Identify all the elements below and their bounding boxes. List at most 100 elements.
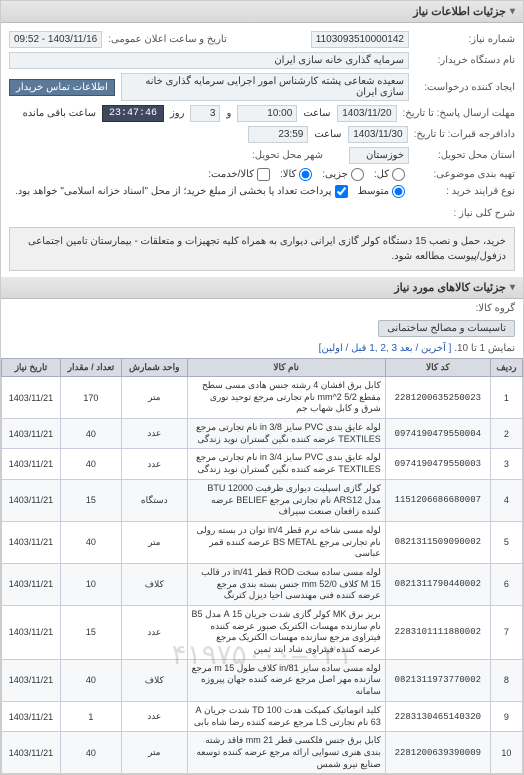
cell-code: 2283130465140320 [385, 701, 490, 731]
cell-unit: عدد [122, 701, 188, 731]
cell-code: 2281200635250023 [385, 377, 490, 419]
cell-qty: 15 [60, 606, 121, 660]
opt-check[interactable]: کالا/خدمت: [208, 168, 270, 181]
cell-unit: دستگاه [122, 479, 188, 521]
table-row[interactable]: 20974190479550004لوله عایق بندی PVC سایز… [2, 419, 523, 449]
address-value: خوزستان [349, 147, 409, 164]
cell-unit: متر [122, 732, 188, 774]
table-row[interactable]: 102281200639390009کابل برق جنس فلکسی قطر… [2, 732, 523, 774]
table-row[interactable]: 60821311790440002لوله مسی ساده سخت ROD ق… [2, 563, 523, 605]
cell-n: 7 [490, 606, 522, 660]
cell-unit: عدد [122, 606, 188, 660]
requester-value: سعیده شعاعی پشته کارشناس امور اجرایی سرم… [121, 73, 409, 101]
cell-date: 1403/11/21 [2, 701, 61, 731]
items-title: جزئیات کالاهای مورد نیاز [394, 281, 506, 294]
items-table: ردیفکد کالانام کالاواحد شمارشتعداد / مقد… [1, 358, 523, 774]
cell-code: 2283101111880002 [385, 606, 490, 660]
opt-note[interactable]: پرداخت تعداد یا بخشی از مبلغ خرید؛ از مح… [15, 185, 348, 198]
col-header: نام کالا [187, 359, 385, 377]
radio-mid[interactable] [392, 185, 405, 198]
cell-qty: 170 [60, 377, 121, 419]
cell-name: لوله مسی ساده سخت ROD قطر 41/in در قالب … [187, 563, 385, 605]
pub-date-value: 1403/11/16 - 09:52 [9, 31, 102, 48]
table-row[interactable]: 92283130465140320کلید اتوماتیک کمپکت هدت… [2, 701, 523, 731]
cell-n: 1 [490, 377, 522, 419]
cell-name: کابل برق جنس فلکسی قطر 21 mm فاقد رشته ب… [187, 732, 385, 774]
cell-n: 4 [490, 479, 522, 521]
radio-part[interactable] [351, 168, 364, 181]
chevron-down-icon: ▾ [510, 6, 515, 17]
col-header: تعداد / مقدار [60, 359, 121, 377]
resp-time-value: 10:00 [237, 105, 297, 122]
col-header: ردیف [490, 359, 522, 377]
pager: نمایش 1 تا 10. [ آخرین / بعد 3 ,2 ,1 قبل… [1, 339, 523, 358]
items-header: ▾ جزئیات کالاهای مورد نیاز [1, 277, 523, 299]
cell-code: 1151206686680007 [385, 479, 490, 521]
price-label: نوع قرایند خرید : [415, 186, 515, 197]
proposal-label: دادافرجه قبرات: تا تاریخ: [414, 129, 515, 140]
cell-name: کولر گازی اسپلیت دیواری ظرفیت 12000 BTU … [187, 479, 385, 521]
col-header: کد کالا [385, 359, 490, 377]
need-no-label: شماره نیاز: [415, 34, 515, 45]
cell-qty: 40 [60, 521, 121, 563]
cell-n: 8 [490, 659, 522, 701]
city-label: شهر محل تحویل: [252, 150, 323, 161]
partial-label: تهیه بندی موضوعی: [415, 169, 515, 180]
cell-code: 0821311790440002 [385, 563, 490, 605]
pager-links[interactable]: [ آخرین / بعد 3 ,2 ,1 قبل / اولین] [319, 343, 452, 354]
cell-qty: 15 [60, 479, 121, 521]
cell-qty: 40 [60, 419, 121, 449]
opt-part[interactable]: جزیی: [322, 168, 364, 181]
cell-unit: کلاف [122, 563, 188, 605]
cell-n: 9 [490, 701, 522, 731]
table-row[interactable]: 30974190479550003لوله عایق بندی PVC سایز… [2, 449, 523, 479]
address-label: استان محل تحویل: [415, 150, 515, 161]
pub-date-label: تاریخ و ساعت اعلان عمومی: [108, 34, 227, 45]
cell-n: 5 [490, 521, 522, 563]
col-header: تاریخ نیاز [2, 359, 61, 377]
cell-n: 3 [490, 449, 522, 479]
opt-all[interactable]: کل: [374, 168, 405, 181]
table-row[interactable]: 50821311509090002لوله مسی شاخه نرم قطر 4… [2, 521, 523, 563]
cell-qty: 40 [60, 732, 121, 774]
table-row[interactable]: 41151206686680007کولر گازی اسپلیت دیواری… [2, 479, 523, 521]
cell-qty: 40 [60, 659, 121, 701]
radio-item[interactable] [299, 168, 312, 181]
opt-mid[interactable]: متوسط [358, 185, 405, 198]
resp-date-value: 1403/11/20 [337, 105, 397, 122]
time-label-1: ساعت [303, 108, 330, 119]
cell-name: کابل برق افشان 4 رشته جنس هادی مسی سطح م… [187, 377, 385, 419]
pager-text: نمایش 1 تا 10. [454, 343, 515, 354]
cell-qty: 10 [60, 563, 121, 605]
table-row[interactable]: 12281200635250023کابل برق افشان 4 رشته ج… [2, 377, 523, 419]
cell-code: 2281200639390009 [385, 732, 490, 774]
chevron-down-icon-2: ▾ [510, 282, 515, 293]
requester-label: ایجاد کننده درخواست: [415, 82, 515, 93]
radio-all[interactable] [392, 168, 405, 181]
cell-n: 2 [490, 419, 522, 449]
proposal-date-value: 1403/11/30 [348, 126, 408, 143]
cell-n: 10 [490, 732, 522, 774]
time-label-2: ساعت [314, 129, 341, 140]
cell-date: 1403/11/21 [2, 732, 61, 774]
checkbox-note[interactable] [335, 185, 348, 198]
buyer-value: سرمایه گذاری خانه سازی ایران [9, 52, 409, 69]
cell-date: 1403/11/21 [2, 449, 61, 479]
cell-name: کلید اتوماتیک کمپکت هدت TD 100 شدت جریان… [187, 701, 385, 731]
remain-suffix: ساعت باقی مانده [23, 108, 96, 119]
buyer-label: نام دستگاه خریدار: [415, 55, 515, 66]
contact-button[interactable]: اطلاعات تماس خریدار [9, 79, 115, 96]
group-chip[interactable]: تاسیسات و مصالح ساختمانی [378, 320, 515, 337]
step-value: 3 [190, 105, 220, 122]
checkbox-service[interactable] [257, 168, 270, 181]
opt-item[interactable]: کالا: [280, 168, 312, 181]
cell-unit: کلاف [122, 659, 188, 701]
cell-date: 1403/11/21 [2, 659, 61, 701]
cell-name: لوله عایق بندی PVC سایز 8/in 3 نام تجارت… [187, 419, 385, 449]
cell-unit: متر [122, 521, 188, 563]
table-row[interactable]: 80821311973770002لوله مسی ساده سایز 81/i… [2, 659, 523, 701]
cell-date: 1403/11/21 [2, 563, 61, 605]
table-row[interactable]: 72283101111880002بریز برق MK کولر گازی ش… [2, 606, 523, 660]
cell-name: بریز برق MK کولر گازی شدت جریان 15 A مدل… [187, 606, 385, 660]
cell-unit: عدد [122, 419, 188, 449]
